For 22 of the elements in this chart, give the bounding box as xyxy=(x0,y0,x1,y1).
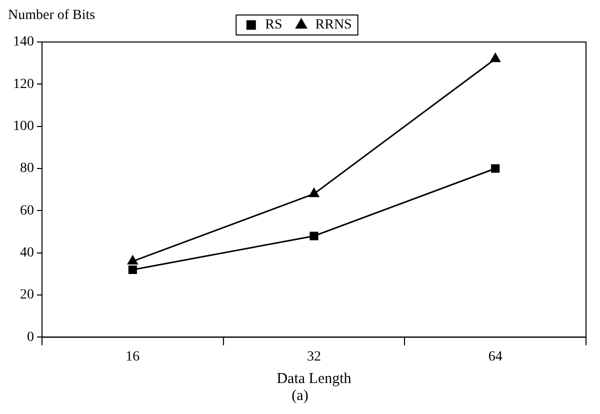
y-tick-label: 60 xyxy=(20,203,34,218)
y-tick-label: 0 xyxy=(27,330,34,345)
y-tick-label: 40 xyxy=(20,246,34,261)
point xyxy=(128,265,137,274)
legend-label: RS xyxy=(265,18,282,33)
y-tick-label: 140 xyxy=(13,34,34,50)
point xyxy=(490,53,500,62)
point xyxy=(308,188,320,198)
text: (a) xyxy=(290,388,310,405)
y-tick-label: 80 xyxy=(20,161,34,176)
y-tick-label: 20 xyxy=(20,288,34,303)
y-axis-title: Number of Bits xyxy=(8,8,96,24)
y-tick-label: 120 xyxy=(13,76,34,92)
x-axis-title: Data Length xyxy=(276,370,352,387)
x-tick-label: 32 xyxy=(307,349,321,364)
point xyxy=(491,164,500,173)
y-tick-label: 100 xyxy=(13,119,34,134)
x-tick-label: 16 xyxy=(126,349,140,364)
point xyxy=(310,232,318,240)
x-tick-label: 64 xyxy=(488,349,502,364)
legend-label: RRNS xyxy=(315,18,352,33)
point xyxy=(128,256,138,265)
